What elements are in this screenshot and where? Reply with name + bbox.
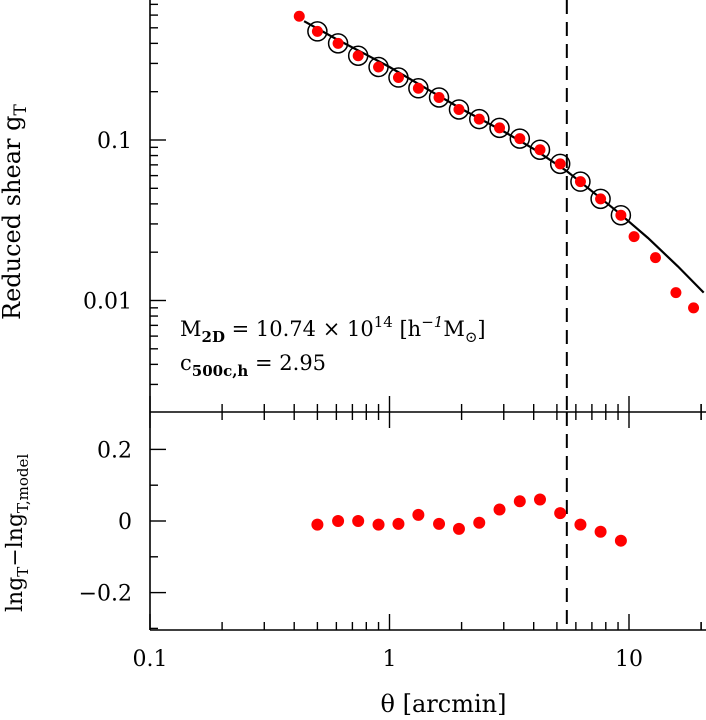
data-point xyxy=(494,122,506,134)
residual-point xyxy=(473,516,486,529)
fit-point-marker xyxy=(388,67,409,88)
x-tick-label: 0.1 xyxy=(133,647,168,672)
residual-point xyxy=(372,518,385,531)
data-point xyxy=(574,176,586,188)
residual-point xyxy=(513,495,526,508)
residual-point xyxy=(614,534,627,547)
data-point xyxy=(293,10,305,22)
bottom-panel xyxy=(149,396,706,631)
residual-point xyxy=(594,525,607,538)
data-point xyxy=(628,231,640,243)
fit-point-marker xyxy=(428,87,450,108)
residual-point xyxy=(452,522,465,535)
y-axis-title-top: Reduced shear gT xyxy=(0,104,31,320)
fit-point-marker xyxy=(610,204,632,226)
data-point xyxy=(649,252,661,264)
residual-point xyxy=(392,517,405,530)
residual-point xyxy=(554,507,567,520)
fit-point-marker xyxy=(448,99,470,120)
data-point xyxy=(412,82,424,94)
data-point xyxy=(554,158,566,170)
data-point xyxy=(392,72,404,84)
fit-point-marker xyxy=(307,21,328,42)
data-point xyxy=(473,113,485,125)
top-panel xyxy=(149,0,706,630)
data-point xyxy=(514,133,526,145)
fit-point-marker xyxy=(489,117,510,139)
fit-point-marker xyxy=(469,108,490,130)
y-tick-label: 0.2 xyxy=(97,438,132,463)
data-point xyxy=(670,287,682,299)
data-point xyxy=(534,144,546,156)
data-point xyxy=(311,25,323,37)
fit-point-marker xyxy=(590,188,611,210)
y-tick-label: 0.1 xyxy=(97,129,132,154)
residual-point xyxy=(332,515,345,527)
residual-point xyxy=(412,508,425,521)
fit-point-marker xyxy=(509,128,531,149)
residual-point xyxy=(533,493,546,506)
residual-point xyxy=(352,515,365,527)
y-axis-title-bottom: lngT−lngT,model xyxy=(3,454,32,612)
fit-point-marker xyxy=(570,171,591,192)
fit-point-marker xyxy=(529,139,551,160)
residual-point xyxy=(311,518,324,531)
concentration-annotation: c500c,h = 2.95 xyxy=(180,351,326,380)
data-point xyxy=(352,50,364,62)
fit-point-marker xyxy=(347,45,369,66)
data-point xyxy=(688,302,700,314)
x-axis-title: θ [arcmin] xyxy=(381,690,507,718)
axis-labels: 0.1 0.01 0.2 0 −0.2 0.1 1 10 M2D = 10.74 × 1014 … xyxy=(0,104,643,718)
data-point xyxy=(615,209,627,221)
y-tick-label: −0.2 xyxy=(79,582,132,607)
data-point xyxy=(373,61,385,73)
fit-point-marker xyxy=(327,33,349,54)
data-point xyxy=(433,91,445,103)
fit-point-marker xyxy=(368,56,389,78)
fit-point-marker xyxy=(549,153,571,175)
fit-point-marker xyxy=(408,78,429,99)
x-tick-label: 1 xyxy=(383,647,397,672)
residual-point xyxy=(433,517,446,530)
mass-annotation: M2D = 10.74 × 1014 [h−1M⊙] xyxy=(180,313,486,346)
model-fit-line xyxy=(303,20,705,294)
y-tick-label: 0 xyxy=(118,510,132,535)
residual-point xyxy=(493,503,506,516)
data-point xyxy=(332,37,344,49)
y-tick-label: 0.01 xyxy=(83,290,132,315)
residual-point xyxy=(574,518,587,531)
data-point xyxy=(453,103,465,115)
data-point xyxy=(595,193,607,205)
x-tick-label: 10 xyxy=(615,647,643,672)
